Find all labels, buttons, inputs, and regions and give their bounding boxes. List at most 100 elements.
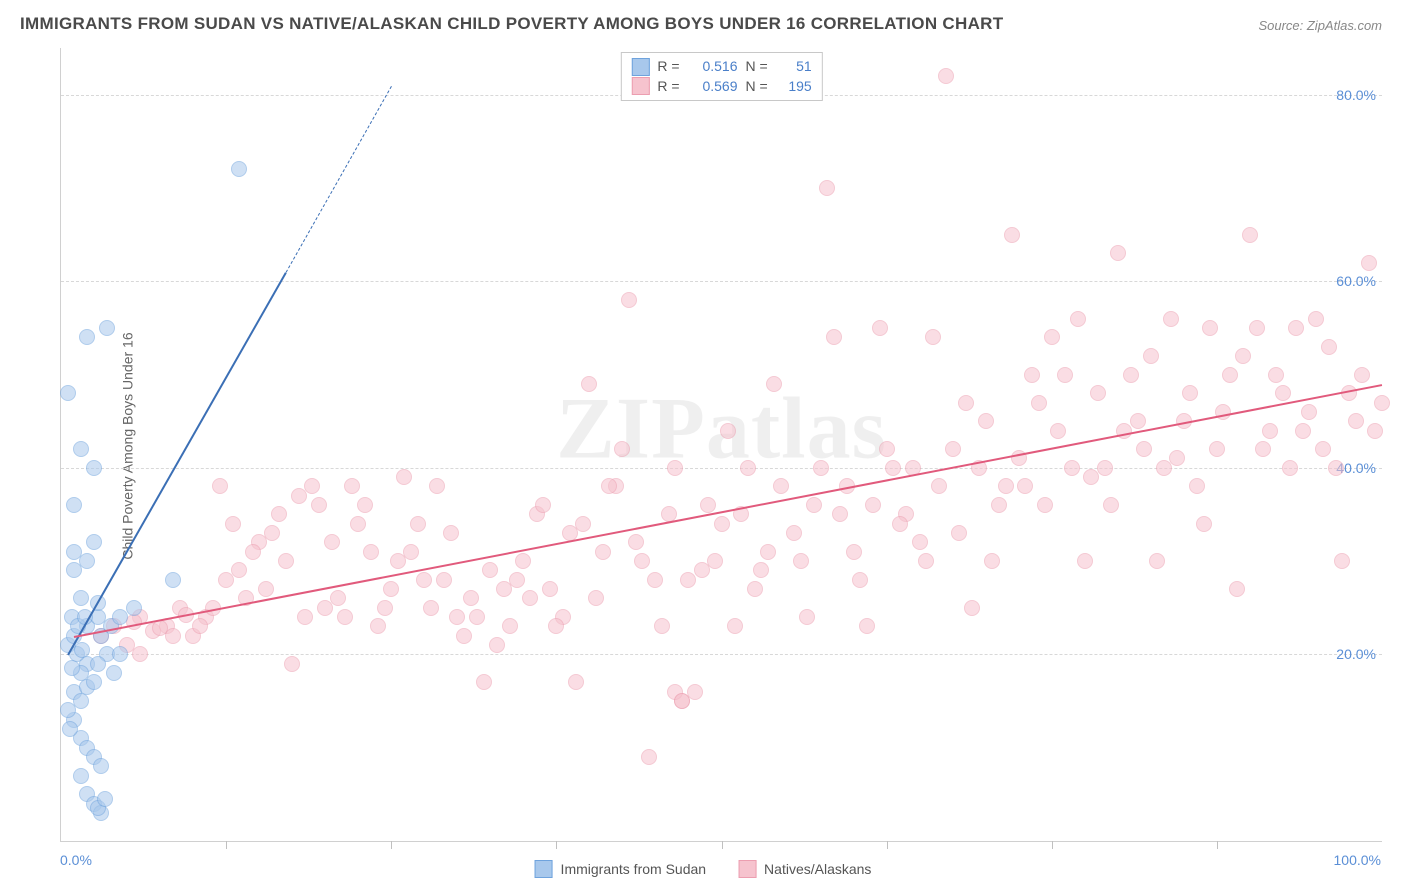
data-point-natives (245, 544, 261, 560)
data-point-natives (436, 572, 452, 588)
data-point-natives (297, 609, 313, 625)
data-point-sudan (64, 660, 80, 676)
data-point-natives (1004, 227, 1020, 243)
data-point-natives (1017, 478, 1033, 494)
data-point-natives (1354, 367, 1370, 383)
data-point-natives (1149, 553, 1165, 569)
ytick-label: 20.0% (1336, 646, 1376, 662)
data-point-natives (667, 460, 683, 476)
data-point-natives (1295, 423, 1311, 439)
swatch-sudan (631, 58, 649, 76)
data-point-natives (747, 581, 763, 597)
gridline-h (61, 468, 1382, 469)
data-point-natives (1044, 329, 1060, 345)
data-point-natives (654, 618, 670, 634)
data-point-natives (212, 478, 228, 494)
data-point-natives (324, 534, 340, 550)
data-point-natives (925, 329, 941, 345)
data-point-natives (727, 618, 743, 634)
stats-row-sudan: R = 0.516 N = 51 (631, 57, 811, 77)
data-point-natives (482, 562, 498, 578)
data-point-natives (945, 441, 961, 457)
data-point-natives (330, 590, 346, 606)
data-point-sudan (99, 320, 115, 336)
data-point-natives (1268, 367, 1284, 383)
data-point-natives (634, 553, 650, 569)
data-point-sudan (126, 600, 142, 616)
data-point-natives (132, 646, 148, 662)
data-point-natives (225, 516, 241, 532)
data-point-natives (1037, 497, 1053, 513)
xtick-mark (556, 841, 557, 849)
data-point-natives (231, 562, 247, 578)
data-point-natives (766, 376, 782, 392)
data-point-natives (1282, 460, 1298, 476)
data-point-natives (1156, 460, 1172, 476)
gridline-h (61, 281, 1382, 282)
data-point-natives (456, 628, 472, 644)
n-label: N = (746, 77, 768, 97)
data-point-sudan (73, 693, 89, 709)
data-point-natives (1130, 413, 1146, 429)
data-point-natives (1136, 441, 1152, 457)
data-point-natives (264, 525, 280, 541)
data-point-natives (311, 497, 327, 513)
data-point-natives (852, 572, 868, 588)
data-point-natives (469, 609, 485, 625)
data-point-natives (271, 506, 287, 522)
data-point-sudan (60, 385, 76, 401)
data-point-natives (978, 413, 994, 429)
ytick-label: 60.0% (1336, 273, 1376, 289)
legend-item-sudan: Immigrants from Sudan (535, 860, 707, 878)
data-point-natives (337, 609, 353, 625)
data-point-natives (680, 572, 696, 588)
data-point-natives (1301, 404, 1317, 420)
data-point-natives (476, 674, 492, 690)
data-point-natives (826, 329, 842, 345)
data-point-sudan (73, 590, 89, 606)
data-point-natives (700, 497, 716, 513)
data-point-natives (1031, 395, 1047, 411)
data-point-natives (1235, 348, 1251, 364)
data-point-natives (1103, 497, 1119, 513)
data-point-sudan (90, 656, 106, 672)
data-point-natives (707, 553, 723, 569)
data-point-sudan (62, 721, 78, 737)
xtick-mark (1052, 841, 1053, 849)
data-point-sudan (112, 646, 128, 662)
data-point-natives (1374, 395, 1390, 411)
data-point-natives (951, 525, 967, 541)
data-point-natives (542, 581, 558, 597)
data-point-natives (410, 516, 426, 532)
data-point-natives (859, 618, 875, 634)
data-point-natives (363, 544, 379, 560)
data-point-natives (278, 553, 294, 569)
data-point-natives (773, 478, 789, 494)
gridline-h (61, 654, 1382, 655)
data-point-sudan (231, 161, 247, 177)
legend-label-natives: Natives/Alaskans (764, 861, 871, 877)
n-value-sudan: 51 (776, 57, 812, 77)
data-point-sudan (86, 460, 102, 476)
data-point-sudan (79, 553, 95, 569)
data-point-natives (535, 497, 551, 513)
data-point-natives (344, 478, 360, 494)
data-point-sudan (86, 674, 102, 690)
chart-plot-area: ZIPatlas R = 0.516 N = 51 R = 0.569 N = … (60, 48, 1382, 842)
data-point-natives (463, 590, 479, 606)
data-point-natives (284, 656, 300, 672)
data-point-natives (1077, 553, 1093, 569)
data-point-sudan (79, 329, 95, 345)
data-point-sudan (97, 791, 113, 807)
data-point-natives (1097, 460, 1113, 476)
xtick-label: 0.0% (60, 852, 92, 868)
data-point-sudan (73, 768, 89, 784)
data-point-natives (357, 497, 373, 513)
data-point-natives (1229, 581, 1245, 597)
data-point-natives (786, 525, 802, 541)
data-point-sudan (73, 441, 89, 457)
data-point-natives (383, 581, 399, 597)
data-point-natives (502, 618, 518, 634)
r-value-natives: 0.569 (688, 77, 738, 97)
data-point-natives (390, 553, 406, 569)
